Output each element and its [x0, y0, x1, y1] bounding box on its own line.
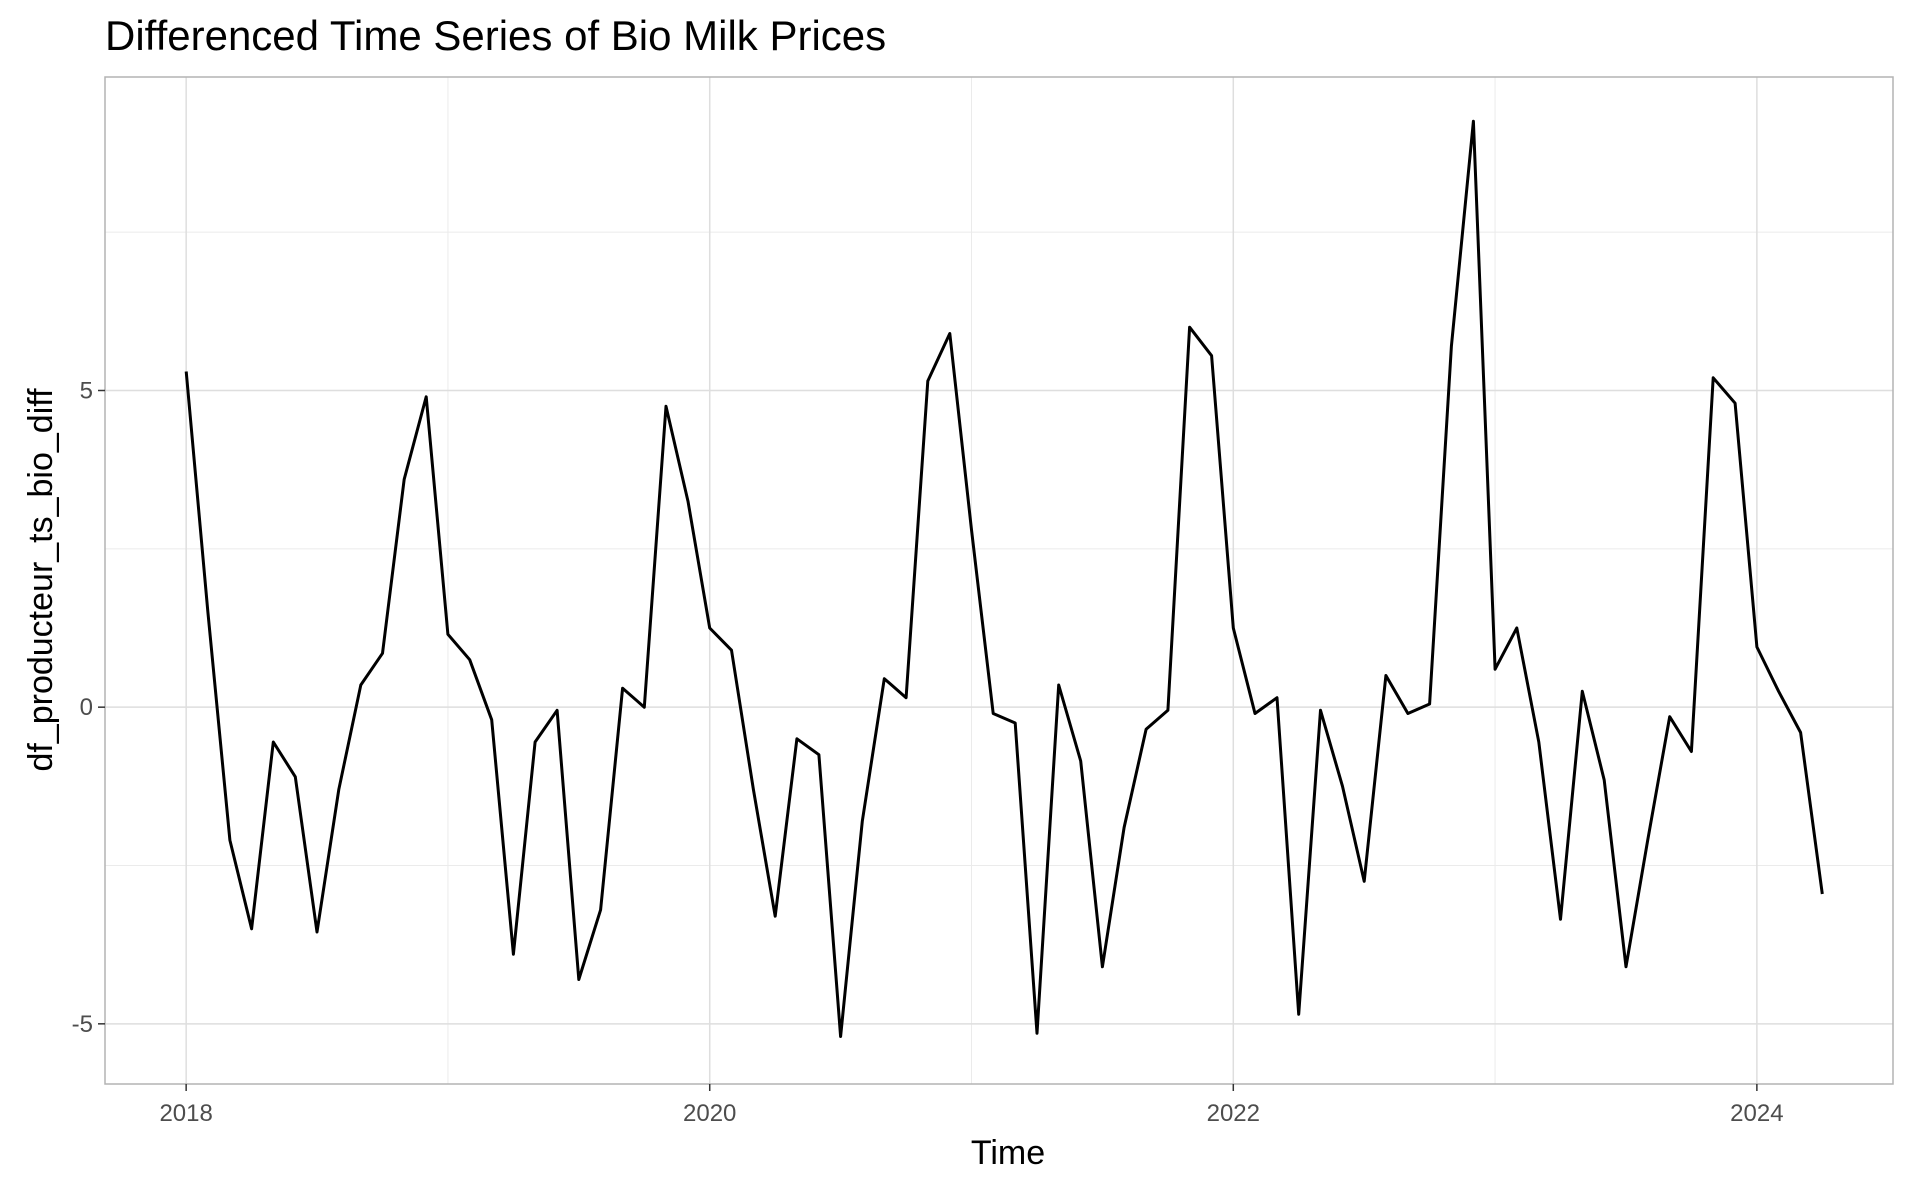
series-line	[184, 119, 1824, 1038]
minor-gridlines	[105, 77, 1893, 1084]
x-tick-label: 2024	[1730, 1100, 1783, 1127]
x-tick-label: 2022	[1207, 1100, 1260, 1127]
x-axis-ticks: 2018 2020 2022 2024	[159, 1084, 1784, 1127]
x-tick-label: 2018	[159, 1100, 212, 1127]
major-gridlines	[105, 77, 1893, 1084]
plot-border	[104, 76, 1894, 1085]
y-tick-label: 0	[80, 694, 93, 721]
y-tick-label: -5	[72, 1011, 93, 1038]
y-axis-ticks: -5 0 5	[72, 378, 105, 1038]
y-axis-title: df_producteur_ts_bio_diff	[22, 388, 60, 772]
chart-title: Differenced Time Series of Bio Milk Pric…	[105, 12, 886, 59]
plot-background	[105, 77, 1893, 1084]
series-layer	[184, 119, 1824, 1038]
x-tick-label: 2020	[683, 1100, 736, 1127]
y-tick-label: 5	[80, 378, 93, 405]
x-axis-title: Time	[971, 1134, 1045, 1172]
